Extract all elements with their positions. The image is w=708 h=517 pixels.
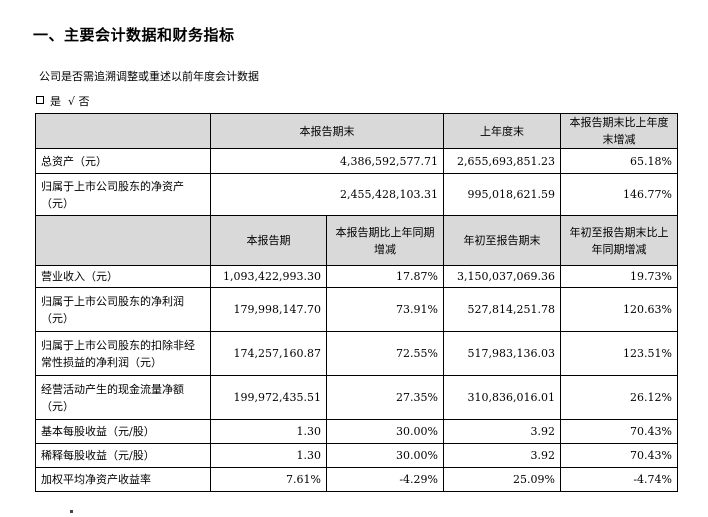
- row-label: 总资产（元）: [35, 148, 211, 174]
- header-line1: 年初至报告期末比上: [569, 225, 669, 239]
- value-cell: 1,093,422,993.30: [210, 265, 327, 288]
- row-label-line1: 经营活动产生的现金流量净额: [41, 382, 184, 396]
- table1-header-row: 本报告期末 上年度末 本报告期末比上年度末增减: [35, 113, 678, 149]
- value-cell: 27.35%: [326, 375, 444, 420]
- row-label-line1: 归属于上市公司股东的扣除非经: [41, 338, 195, 352]
- value-cell: 2,655,693,851.23: [443, 148, 561, 174]
- header-line2: 增减: [374, 242, 396, 256]
- row-label: 基本每股收益（元/股）: [35, 419, 211, 444]
- value-cell: 1.30: [210, 443, 327, 468]
- value-cell: 174,257,160.87: [210, 331, 327, 376]
- value-cell: 527,814,251.78: [443, 287, 561, 332]
- table-row: 营业收入（元） 1,093,422,993.30 17.87% 3,150,037,0…: [35, 265, 678, 288]
- value-cell: 70.43%: [560, 443, 678, 468]
- header-current-period: 本报告期: [210, 215, 327, 266]
- checkbox-empty-icon: [36, 96, 44, 104]
- value-cell: 30.00%: [326, 443, 444, 468]
- table2-header-row: 本报告期 本报告期比上年同期 增减 年初至报告期末 年初至报告期末比上 年同期增减: [35, 215, 678, 266]
- row-label-line2: 常性损益的净利润（元）: [41, 355, 162, 369]
- value-cell: 65.18%: [560, 148, 678, 174]
- value-cell: 123.51%: [560, 331, 678, 376]
- no-label: 否: [78, 95, 90, 108]
- financial-data-table: 本报告期末 上年度末 本报告期末比上年度末增减 总资产（元） 4,386,592…: [35, 113, 678, 492]
- row-label-line1: 归属于上市公司股东的净利润: [41, 294, 184, 308]
- row-label: 归属于上市公司股东的净资产 （元）: [35, 173, 211, 216]
- value-cell: 179,998,147.70: [210, 287, 327, 332]
- section-heading: 一、主要会计数据和财务指标: [33, 26, 235, 44]
- value-cell: 4,386,592,577.71: [210, 148, 444, 174]
- header-last-year-end: 上年度末: [443, 113, 561, 149]
- row-label: 归属于上市公司股东的扣除非经 常性损益的净利润（元）: [35, 331, 211, 376]
- value-cell: 30.00%: [326, 419, 444, 444]
- header-change-vs-same-period: 本报告期比上年同期 增减: [326, 215, 444, 266]
- value-cell: -4.29%: [326, 467, 444, 492]
- restatement-question: 公司是否需追溯调整或重述以前年度会计数据: [39, 70, 259, 83]
- value-cell: 995,018,621.59: [443, 173, 561, 216]
- restatement-answer: 是 √ 否: [36, 93, 90, 109]
- check-mark-icon: √: [68, 95, 76, 108]
- header-blank-cell: [35, 215, 211, 266]
- value-cell: 1.30: [210, 419, 327, 444]
- row-label-line2: （元）: [41, 311, 74, 325]
- value-cell: 517,983,136.03: [443, 331, 561, 376]
- row-label-line1: 营业收入（元）: [41, 270, 118, 283]
- value-cell: 17.87%: [326, 265, 444, 288]
- yes-label: 是: [50, 95, 61, 108]
- value-cell: 72.55%: [326, 331, 444, 376]
- header-line1: 本报告期比上年同期: [335, 225, 435, 239]
- header-period-end: 本报告期末: [210, 113, 444, 149]
- value-cell: 70.43%: [560, 419, 678, 444]
- value-cell: 146.77%: [560, 173, 678, 216]
- value-cell: 120.63%: [560, 287, 678, 332]
- value-cell: 26.12%: [560, 375, 678, 420]
- row-label-line1: 归属于上市公司股东的净资产: [41, 179, 184, 193]
- value-cell: 3.92: [443, 419, 561, 444]
- value-cell: 2,455,428,103.31: [210, 173, 444, 216]
- value-cell: 73.91%: [326, 287, 444, 332]
- row-label: 归属于上市公司股东的净利润 （元）: [35, 287, 211, 332]
- value-cell: 3.92: [443, 443, 561, 468]
- header-change-vs-last-year-end: 本报告期末比上年度末增减: [560, 113, 678, 149]
- row-label-line2: （元）: [41, 399, 74, 413]
- table-row: 归属于上市公司股东的扣除非经 常性损益的净利润（元） 174,257,160.87 7…: [35, 331, 678, 376]
- row-label-line2: （元）: [41, 196, 74, 210]
- value-cell: 199,972,435.51: [210, 375, 327, 420]
- row-label-line1: 稀释每股收益（元/股）: [41, 449, 155, 462]
- table-row: 经营活动产生的现金流量净额 （元） 199,972,435.51 27.35% 310,…: [35, 375, 678, 420]
- row-label: 稀释每股收益（元/股）: [35, 443, 211, 468]
- table-row: 总资产（元） 4,386,592,577.71 2,655,693,851.23…: [35, 148, 678, 174]
- value-cell: 25.09%: [443, 467, 561, 492]
- table-row: 稀释每股收益（元/股） 1.30 30.00% 3.92 70.43%: [35, 443, 678, 468]
- header-line2: 年同期增减: [591, 242, 647, 256]
- value-cell: 7.61%: [210, 467, 327, 492]
- header-blank-cell: [35, 113, 211, 149]
- header-ytd-change: 年初至报告期末比上 年同期增减: [560, 215, 678, 266]
- row-label-line1: 加权平均净资产收益率: [41, 473, 151, 486]
- page-mark: [70, 510, 73, 513]
- table-row: 归属于上市公司股东的净利润 （元） 179,998,147.70 73.91% 527,…: [35, 287, 678, 332]
- value-cell: 19.73%: [560, 265, 678, 288]
- value-cell: 310,836,016.01: [443, 375, 561, 420]
- table-row: 加权平均净资产收益率 7.61% -4.29% 25.09% -4.74%: [35, 467, 678, 492]
- row-label: 经营活动产生的现金流量净额 （元）: [35, 375, 211, 420]
- row-label-line1: 基本每股收益（元/股）: [41, 425, 155, 438]
- value-cell: 3,150,037,069.36: [443, 265, 561, 288]
- value-cell: -4.74%: [560, 467, 678, 492]
- row-label: 营业收入（元）: [35, 265, 211, 288]
- table-row: 基本每股收益（元/股） 1.30 30.00% 3.92 70.43%: [35, 419, 678, 444]
- header-year-to-date: 年初至报告期末: [443, 215, 561, 266]
- table-row: 归属于上市公司股东的净资产 （元） 2,455,428,103.31 995,01…: [35, 173, 678, 216]
- row-label: 加权平均净资产收益率: [35, 467, 211, 492]
